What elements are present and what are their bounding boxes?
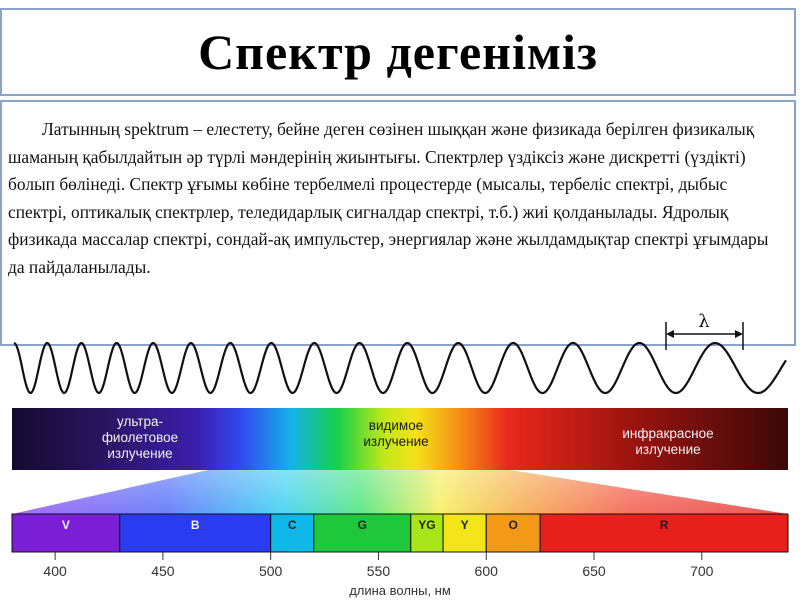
tick-label-400: 400 [43,563,67,579]
tick-label-500: 500 [259,563,283,579]
band-label-g: G [358,518,367,532]
band-y [442,513,487,553]
axis-label: длина волны, нм [349,583,451,598]
uv-label-line3: излучение [107,446,172,461]
lambda-label: λ [698,311,709,332]
band-label-b: B [191,518,200,532]
ir-label-line2: излучение [635,442,700,457]
visible-bands: V B C G YG Y O R [11,513,789,553]
tick-label-650: 650 [582,563,606,579]
lambda-arrow-head-left [666,330,674,338]
band-label-c: C [288,518,297,532]
em-spectrum-bar [12,408,788,470]
description-paragraph: Латынның spektrum – елестету, бейне деге… [8,119,769,277]
band-yg [410,513,444,553]
band-label-o: O [508,518,517,532]
band-o [485,513,541,553]
visible-expansion-fade [12,470,788,514]
band-b [119,513,272,553]
visible-label-line1: видимое [369,418,423,433]
uv-label-line1: ультра- [117,414,163,429]
uv-label-line2: фиолетовое [102,430,178,445]
description-box: Латынның spektrum – елестету, бейне деге… [0,100,796,346]
tick-label-550: 550 [367,563,391,579]
page-title: Спектр дегеніміз [198,24,598,80]
band-label-y: Y [461,518,469,532]
ir-label-line1: инфракрасное [622,426,713,441]
tick-label-600: 600 [475,563,499,579]
band-r [539,513,789,553]
band-label-v: V [62,518,70,532]
band-c [270,513,315,553]
wavelength-axis: 400 450 500 550 600 650 700 [43,552,714,579]
tick-label-450: 450 [151,563,175,579]
band-label-yg: YG [418,518,435,532]
lambda-arrow-head-right [735,330,743,338]
band-g [313,513,412,553]
tick-label-700: 700 [690,563,714,579]
visible-label-line2: излучение [363,434,428,449]
title-box: Спектр дегеніміз [0,8,796,96]
band-label-r: R [660,518,669,532]
wavelength-wave [13,341,787,395]
